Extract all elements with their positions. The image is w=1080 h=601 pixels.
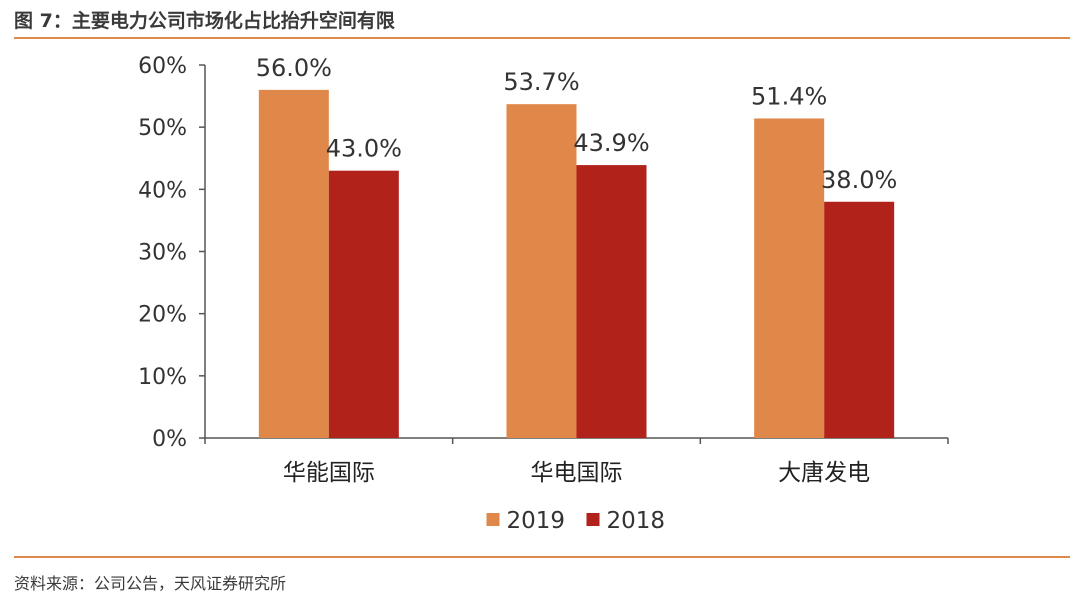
bar-2018 xyxy=(824,201,895,438)
y-tick-label: 30% xyxy=(138,241,187,266)
figure-title: 图 7：主要电力公司市场化占比抬升空间有限 xyxy=(14,10,395,32)
bar-2019 xyxy=(258,89,329,438)
x-category-label: 华能国际 xyxy=(283,460,375,486)
bottom-divider xyxy=(14,556,1070,558)
y-tick-label: 0% xyxy=(152,427,187,452)
data-label: 43.0% xyxy=(326,135,402,163)
y-tick-label: 10% xyxy=(138,365,187,390)
x-category-label: 华电国际 xyxy=(531,460,623,486)
data-label: 43.9% xyxy=(573,129,649,157)
data-label: 53.7% xyxy=(503,68,579,96)
y-tick-label: 40% xyxy=(138,178,187,203)
y-tick-label: 20% xyxy=(138,303,187,328)
legend-swatch-2018 xyxy=(586,513,600,526)
legend-label-2018: 2018 xyxy=(607,508,666,534)
legend-swatch-2019 xyxy=(486,513,500,526)
top-divider xyxy=(14,37,1070,39)
data-label: 38.0% xyxy=(821,166,897,194)
data-label: 51.4% xyxy=(751,82,827,110)
bar-chart: 0% 10% 20% 30% 40% 50% 60% 56.0% 43.0% 华能国际 53.7% 4… xyxy=(138,54,949,534)
bar-2018 xyxy=(576,165,647,439)
bar-2019 xyxy=(506,104,577,438)
y-tick-label: 60% xyxy=(138,54,187,79)
data-label: 56.0% xyxy=(256,54,332,82)
x-category-label: 大唐发电 xyxy=(778,460,870,486)
legend-label-2019: 2019 xyxy=(507,508,566,534)
source-note: 资料来源：公司公告，天风证券研究所 xyxy=(14,574,287,593)
bar-2018 xyxy=(328,170,399,438)
bar-2019 xyxy=(754,118,825,439)
y-tick-label: 50% xyxy=(138,116,187,141)
